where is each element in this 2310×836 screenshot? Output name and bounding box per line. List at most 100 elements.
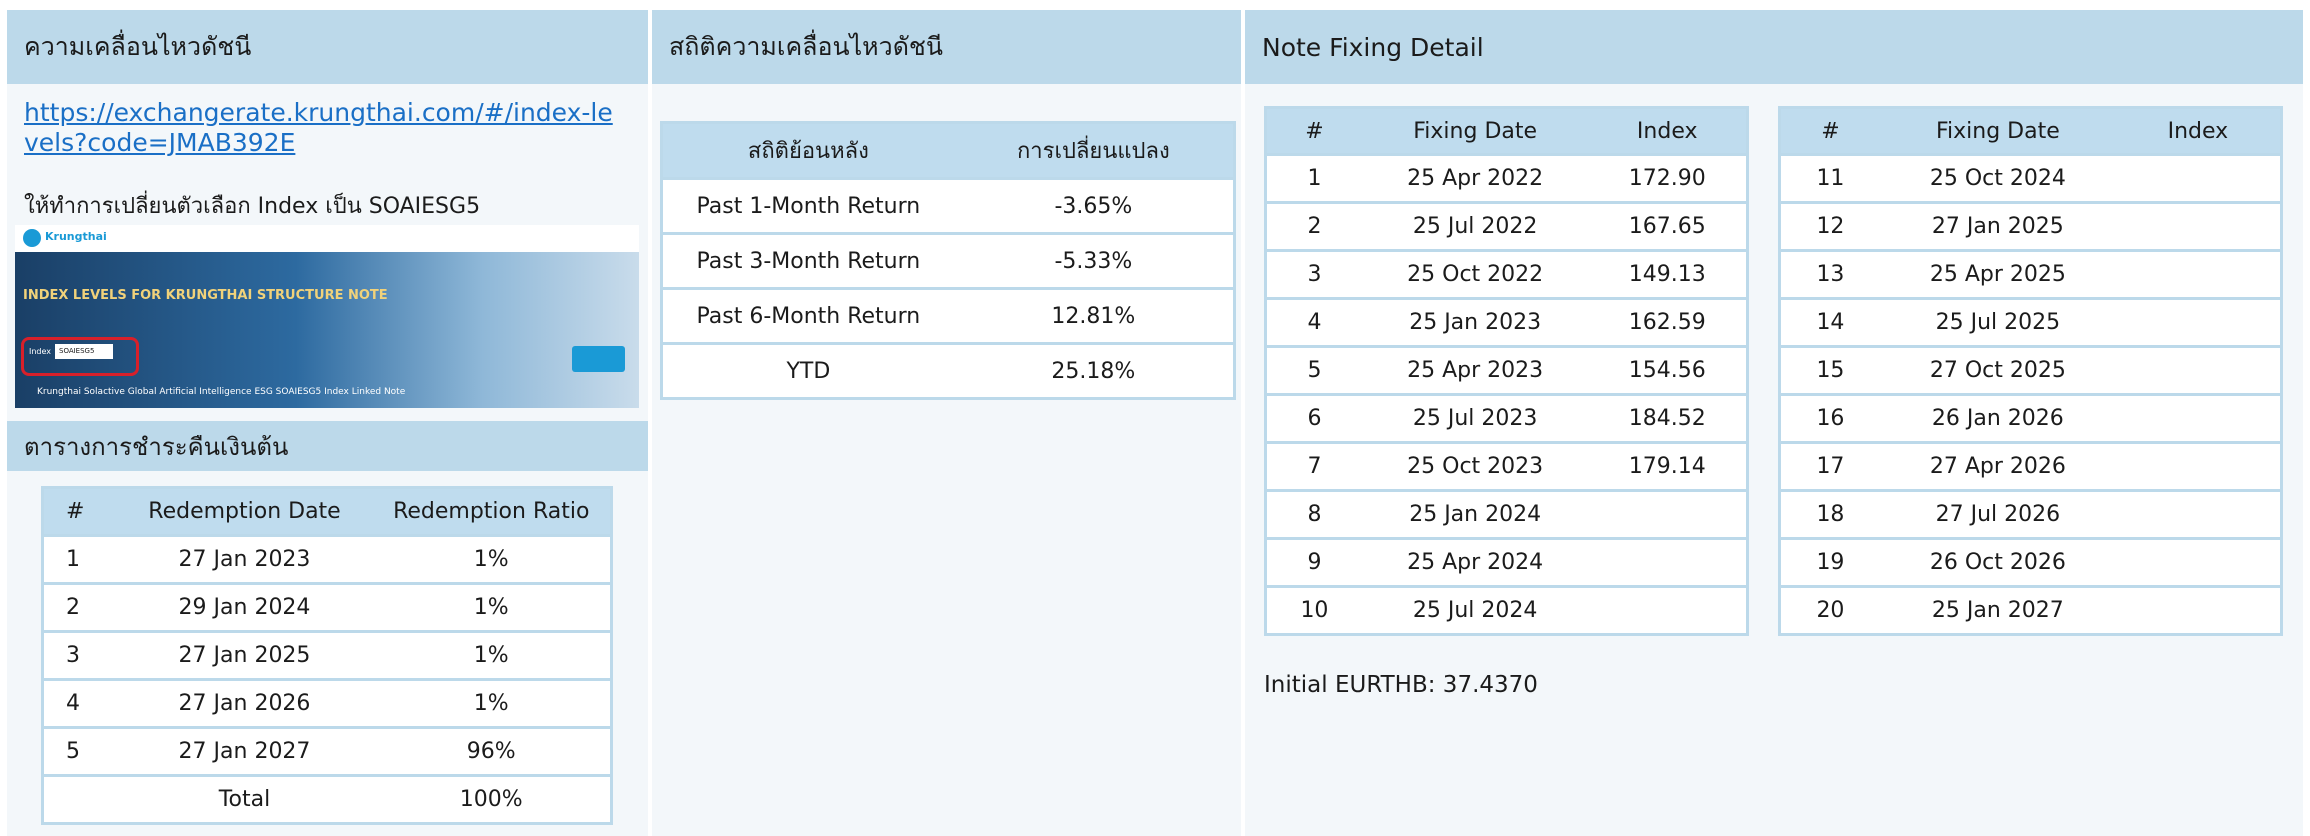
table-cell <box>2115 153 2282 203</box>
table-cell: 167.65 <box>1588 201 1748 251</box>
column-header: Redemption Ratio <box>372 487 612 536</box>
table-cell: 25.18% <box>953 342 1235 399</box>
table-row: 12 27 Jan 2025 <box>1779 201 2282 251</box>
table-cell: 25 Jan 2024 <box>1361 489 1589 539</box>
table-row: 6 25 Jul 2023 184.52 <box>1265 393 1748 443</box>
table-cell: 29 Jan 2024 <box>116 582 373 632</box>
table-cell <box>2115 585 2282 635</box>
table-cell: 4 <box>1265 297 1362 347</box>
table-row: 4 25 Jan 2023 162.59 <box>1265 297 1748 347</box>
header-row: สถิติย้อนหลัง การเปลี่ยนแปลง <box>661 122 1235 179</box>
column-header: # <box>42 487 117 536</box>
table-cell: 96% <box>372 726 612 776</box>
table-row: 14 25 Jul 2025 <box>1779 297 2282 347</box>
table-row: Past 1-Month Return -3.65% <box>661 177 1235 234</box>
table-cell: Past 6-Month Return <box>661 287 954 344</box>
header-row: # Redemption Date Redemption Ratio <box>42 487 612 536</box>
table-row: 7 25 Oct 2023 179.14 <box>1265 441 1748 491</box>
table-cell: Past 1-Month Return <box>661 177 954 234</box>
table-cell: 25 Oct 2023 <box>1361 441 1589 491</box>
table-cell: 1% <box>372 678 612 728</box>
table-cell: 27 Jan 2025 <box>116 630 373 680</box>
table-row: 15 27 Oct 2025 <box>1779 345 2282 395</box>
table-cell: 25 Jul 2023 <box>1361 393 1589 443</box>
fixing-table: # Fixing Date Index 1 25 Apr 2022 172.90 2 25 J… <box>1264 106 1749 636</box>
table-cell: 1% <box>372 534 612 584</box>
screenshot-nav: Krungthai <box>15 225 639 252</box>
table-cell: 172.90 <box>1588 153 1748 203</box>
column-header: Redemption Date <box>116 487 373 536</box>
table-cell: -5.33% <box>953 232 1235 289</box>
column-header: Fixing Date <box>1879 107 2116 155</box>
column-header: การเปลี่ยนแปลง <box>953 122 1235 179</box>
table-cell: 154.56 <box>1588 345 1748 395</box>
table-cell <box>2115 345 2282 395</box>
table-cell <box>2115 297 2282 347</box>
panel-header: สถิติความเคลื่อนไหวดัชนี <box>652 10 1241 84</box>
table-cell: 25 Apr 2024 <box>1361 537 1589 587</box>
table-row: YTD 25.18% <box>661 342 1235 399</box>
table-cell: 11 <box>1779 153 1880 203</box>
table-row: 8 25 Jan 2024 <box>1265 489 1748 539</box>
table-row: 16 26 Jan 2026 <box>1779 393 2282 443</box>
table-cell: 25 Apr 2023 <box>1361 345 1589 395</box>
table-row: 9 25 Apr 2024 <box>1265 537 1748 587</box>
table-row: 13 25 Apr 2025 <box>1779 249 2282 299</box>
table-cell <box>2115 393 2282 443</box>
panel-header: ความเคลื่อนไหวดัชนี <box>7 10 648 84</box>
table-cell: 17 <box>1779 441 1880 491</box>
index-panel: ความเคลื่อนไหวดัชนี https://exchangerate… <box>7 10 648 836</box>
panel-header: Note Fixing Detail <box>1245 10 2303 84</box>
table-cell: 6 <box>1265 393 1362 443</box>
table-cell: 26 Oct 2026 <box>1879 537 2116 587</box>
table-cell: 184.52 <box>1588 393 1748 443</box>
table-cell: 25 Jan 2027 <box>1879 585 2116 635</box>
table-cell: 4 <box>42 678 117 728</box>
table-row: 4 27 Jan 2026 1% <box>42 678 612 728</box>
column-header: Index <box>1588 107 1748 155</box>
table-cell: 9 <box>1265 537 1362 587</box>
fixing-panel: Note Fixing Detail # Fixing Date Index 1 25 … <box>1245 10 2303 836</box>
table-cell: 27 Jan 2025 <box>1879 201 2116 251</box>
column-header: Index <box>2115 107 2282 155</box>
table-cell: 25 Oct 2022 <box>1361 249 1589 299</box>
table-cell <box>2115 249 2282 299</box>
table-cell: 27 Jan 2026 <box>116 678 373 728</box>
table-row: 5 27 Jan 2027 96% <box>42 726 612 776</box>
table-cell: 27 Apr 2026 <box>1879 441 2116 491</box>
table-cell: 162.59 <box>1588 297 1748 347</box>
table-cell: -3.65% <box>953 177 1235 234</box>
table-cell <box>42 774 117 824</box>
table-cell: 25 Jul 2024 <box>1361 585 1589 635</box>
fixing-table: # Fixing Date Index 11 25 Oct 2024 12 27 Jan 2… <box>1778 106 2283 636</box>
table-cell: Total <box>116 774 373 824</box>
table-cell: 20 <box>1779 585 1880 635</box>
stats-panel: สถิติความเคลื่อนไหวดัชนี สถิติย้อนหลัง กา… <box>652 10 1241 836</box>
table-cell: 8 <box>1265 489 1362 539</box>
table-cell: 10 <box>1265 585 1362 635</box>
column-header: # <box>1779 107 1880 155</box>
column-header: สถิติย้อนหลัง <box>661 122 954 179</box>
table-cell: 25 Jul 2025 <box>1879 297 2116 347</box>
table-cell: 25 Jan 2023 <box>1361 297 1589 347</box>
table-cell: 12 <box>1779 201 1880 251</box>
table-row: 18 27 Jul 2026 <box>1779 489 2282 539</box>
screenshot-banner: INDEX LEVELS FOR KRUNGTHAI STRUCTURE NOT… <box>15 252 639 408</box>
table-cell: 12.81% <box>953 287 1235 344</box>
table-cell: 100% <box>372 774 612 824</box>
table-cell: 26 Jan 2026 <box>1879 393 2116 443</box>
index-link[interactable]: https://exchangerate.krungthai.com/#/ind… <box>24 98 613 157</box>
table-row: 5 25 Apr 2023 154.56 <box>1265 345 1748 395</box>
table-cell <box>2115 441 2282 491</box>
table-cell <box>1588 489 1748 539</box>
table-row: 19 26 Oct 2026 <box>1779 537 2282 587</box>
table-cell: 25 Apr 2022 <box>1361 153 1589 203</box>
stats-table: สถิติย้อนหลัง การเปลี่ยนแปลง Past 1-Month … <box>660 121 1236 400</box>
table-cell: 27 Jan 2023 <box>116 534 373 584</box>
table-row: 10 25 Jul 2024 <box>1265 585 1748 635</box>
index-label: Index <box>29 347 52 356</box>
download-button <box>572 346 625 372</box>
table-cell: 25 Oct 2024 <box>1879 153 2116 203</box>
table-cell: 1 <box>42 534 117 584</box>
